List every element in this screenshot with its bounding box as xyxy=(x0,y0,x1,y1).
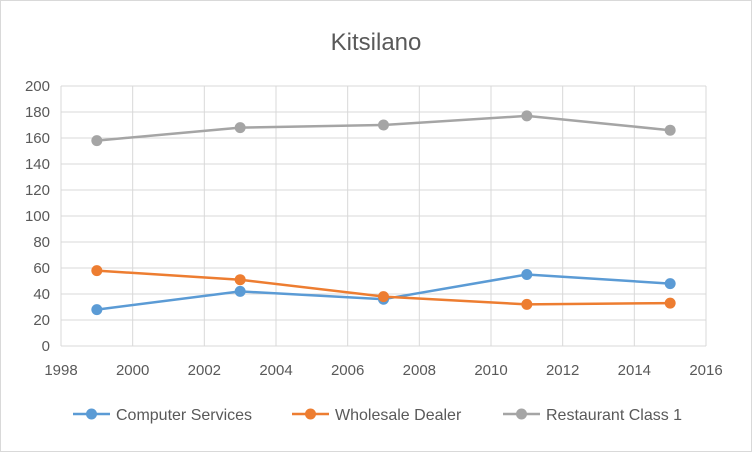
y-tick-label: 0 xyxy=(42,338,50,355)
legend-label: Computer Services xyxy=(116,407,252,424)
grid xyxy=(60,85,707,347)
x-tick-label: 2006 xyxy=(331,362,364,379)
x-tick-label: 1998 xyxy=(44,362,77,379)
y-axis-ticks: 0 20 40 60 80 100 120 140 160 180 200 xyxy=(25,78,50,355)
x-tick-label: 2010 xyxy=(474,362,507,379)
y-tick-label: 40 xyxy=(33,286,50,303)
data-point xyxy=(521,269,533,280)
legend-marker xyxy=(305,408,316,420)
x-tick-label: 2012 xyxy=(546,362,579,379)
data-point xyxy=(378,291,389,303)
x-tick-label: 2004 xyxy=(259,362,292,379)
data-point xyxy=(91,135,103,147)
legend: Computer Services Wholesale Dealer Restaur… xyxy=(73,407,682,424)
series-lines xyxy=(96,114,671,311)
data-point xyxy=(664,278,676,290)
legend-marker xyxy=(516,408,527,420)
y-tick-label: 80 xyxy=(33,234,50,251)
y-tick-label: 60 xyxy=(33,260,50,277)
y-tick-label: 160 xyxy=(25,130,50,147)
series-points xyxy=(91,110,676,316)
data-point xyxy=(378,119,389,131)
y-tick-label: 140 xyxy=(25,156,50,173)
y-tick-label: 20 xyxy=(33,312,50,329)
data-point xyxy=(234,122,246,134)
y-tick-label: 200 xyxy=(25,78,50,95)
data-point xyxy=(234,274,246,286)
data-point xyxy=(521,298,533,310)
y-tick-label: 100 xyxy=(25,208,50,225)
data-point xyxy=(91,265,103,277)
legend-label: Restaurant Class 1 xyxy=(546,407,682,424)
legend-marker xyxy=(86,408,97,420)
data-point xyxy=(664,297,676,309)
y-tick-label: 180 xyxy=(25,104,50,121)
x-tick-label: 2014 xyxy=(618,362,651,379)
x-tick-label: 2000 xyxy=(116,362,149,379)
x-tick-label: 2008 xyxy=(403,362,436,379)
data-point xyxy=(521,110,533,122)
data-point xyxy=(234,285,246,297)
data-point xyxy=(664,124,676,136)
x-tick-label: 2002 xyxy=(188,362,221,379)
legend-label: Wholesale Dealer xyxy=(335,407,462,424)
x-tick-label: 2016 xyxy=(689,362,722,379)
chart-title: Kitsilano xyxy=(331,29,422,56)
data-point xyxy=(91,304,103,316)
x-axis-ticks: 1998 2000 2002 2004 2006 2008 2010 2012 2014 2016 xyxy=(44,362,722,379)
y-tick-label: 120 xyxy=(25,182,50,199)
